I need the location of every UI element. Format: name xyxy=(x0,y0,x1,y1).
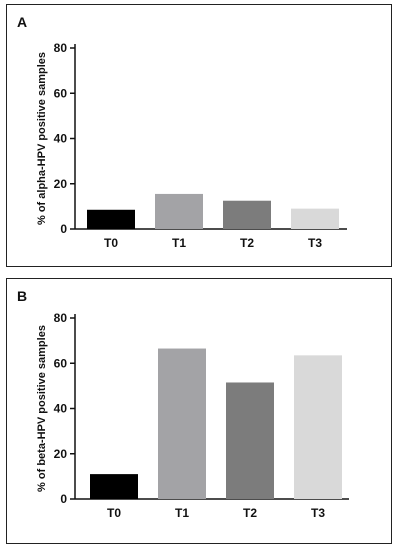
chart-a-x-tick-label-t3: T3 xyxy=(308,236,322,250)
chart-b-x-tick-label-t2: T2 xyxy=(243,506,257,520)
chart-a-x-tick-label-t1: T1 xyxy=(172,236,186,250)
chart-b-y-tick-label: 20 xyxy=(54,447,68,461)
chart-b-bar-t2 xyxy=(226,382,274,499)
chart-a-bar-t2 xyxy=(223,200,271,229)
chart-a-bar-t3 xyxy=(291,208,339,229)
chart-panel-b: B 0 20 40 60 80 % of beta-HPV positive samples… xyxy=(6,278,392,544)
chart-a-y-tick-label: 60 xyxy=(54,86,68,100)
chart-a-x-tick-label-t2: T2 xyxy=(240,236,254,250)
chart-panel-a: A 0 20 40 60 80 % of alpha-HPV positive sample… xyxy=(6,4,392,267)
chart-b-x-tick-label-t1: T1 xyxy=(175,506,189,520)
chart-a-y-tick-label: 20 xyxy=(54,177,68,191)
chart-b-panel-letter: B xyxy=(17,288,27,304)
chart-b-bar-t0 xyxy=(90,474,138,499)
chart-a-y-axis-title: % of alpha-HPV positive samples xyxy=(36,52,48,225)
chart-b-y-tick-label: 40 xyxy=(54,402,68,416)
chart-a-y-tick-label: 80 xyxy=(54,41,68,55)
chart-b-x-tick-label-t0: T0 xyxy=(107,506,121,520)
chart-b-y-axis-title: % of beta-HPV positive samples xyxy=(36,325,48,492)
chart-b-svg: B 0 20 40 60 80 % of beta-HPV positive samples… xyxy=(17,288,349,520)
chart-a-bar-t0 xyxy=(87,209,135,229)
chart-a-y-tick-label: 0 xyxy=(60,222,67,236)
chart-a-y-tick-label: 40 xyxy=(54,132,68,146)
chart-a-svg: A 0 20 40 60 80 % of alpha-HPV positive sample… xyxy=(17,14,347,250)
chart-a-x-tick-label-t0: T0 xyxy=(104,236,118,250)
chart-b-bar-t1 xyxy=(158,348,206,499)
chart-a-panel-letter: A xyxy=(17,14,27,30)
chart-b-y-tick-label: 0 xyxy=(60,492,67,506)
chart-a-bar-t1 xyxy=(155,193,203,229)
chart-b-x-tick-label-t3: T3 xyxy=(311,506,325,520)
chart-b-y-tick-label: 80 xyxy=(54,311,68,325)
chart-b-y-tick-label: 60 xyxy=(54,356,68,370)
chart-b-bar-t3 xyxy=(294,355,342,499)
